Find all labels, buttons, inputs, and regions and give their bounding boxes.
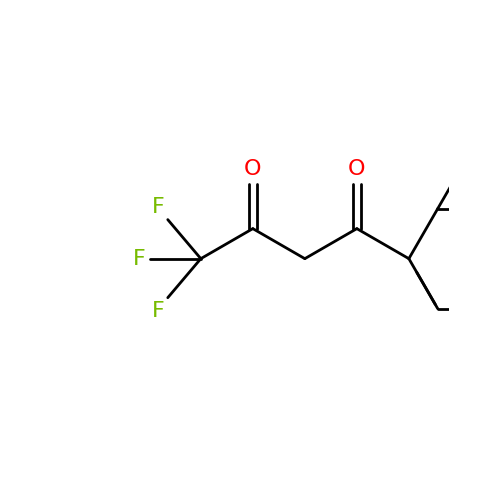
Text: F: F: [132, 248, 145, 268]
Text: O: O: [348, 159, 366, 179]
Text: F: F: [152, 301, 164, 321]
Text: F: F: [152, 196, 164, 216]
Text: O: O: [244, 159, 262, 179]
